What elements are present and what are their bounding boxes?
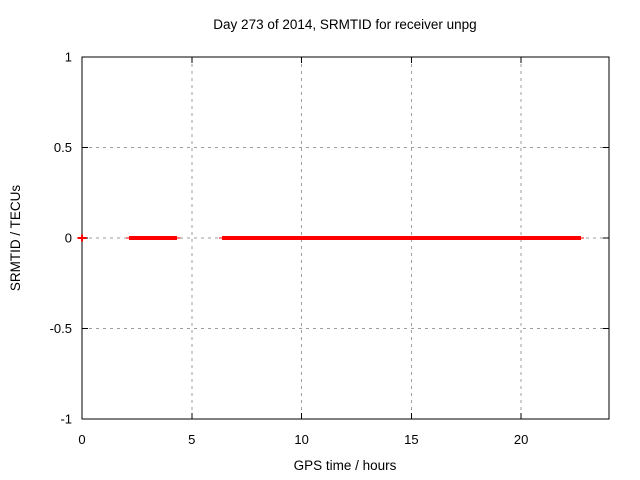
chart-title: Day 273 of 2014, SRMTID for receiver unp… — [213, 17, 476, 32]
x-tick-label: 20 — [514, 432, 528, 447]
x-tick-label: 10 — [294, 432, 308, 447]
x-axis-title: GPS time / hours — [294, 458, 397, 473]
y-tick-label: 1 — [65, 50, 72, 65]
data-series — [77, 234, 584, 242]
axis-tick-labels: 0 5 10 15 20 1 0.5 0 -0.5 -1 — [50, 50, 529, 448]
x-tick-label: 5 — [188, 432, 195, 447]
gridlines — [82, 57, 609, 419]
x-tick-label: 15 — [404, 432, 418, 447]
y-tick-label: -0.5 — [50, 321, 72, 336]
x-tick-label: 0 — [78, 432, 85, 447]
y-tick-label: 0.5 — [54, 140, 72, 155]
y-axis-title: SRMTID / TECUs — [8, 185, 23, 292]
y-tick-label: 0 — [65, 231, 72, 246]
y-tick-label: -1 — [60, 412, 72, 427]
